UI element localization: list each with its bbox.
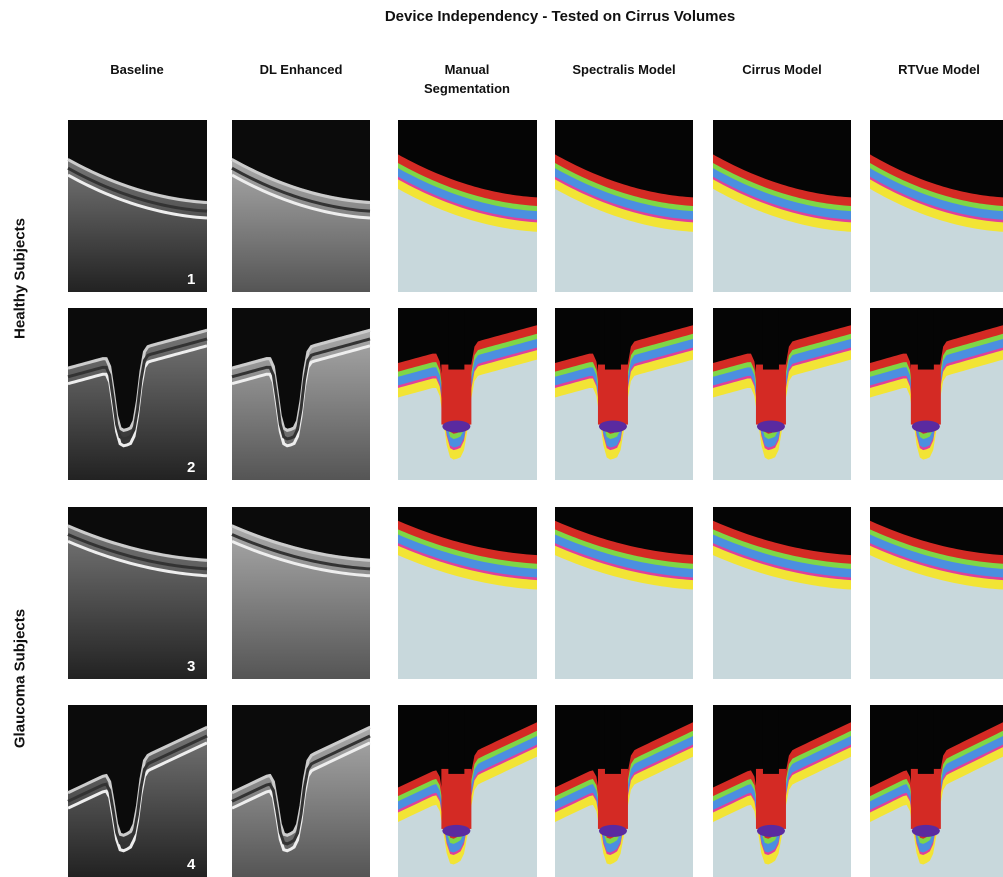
oct-panel [555, 308, 693, 480]
panel-number: 1 [187, 271, 195, 288]
cup-region [441, 769, 471, 829]
oct-panel [398, 120, 537, 292]
cup-hole [605, 705, 621, 774]
cup-region [756, 365, 786, 425]
column-header: Cirrus Model [730, 60, 834, 79]
oct-panel [713, 705, 851, 877]
cup-region [441, 365, 471, 425]
lamina [757, 825, 785, 837]
lamina [442, 421, 470, 433]
oct-panel [398, 308, 537, 480]
cup-region [911, 365, 941, 425]
lamina [757, 421, 785, 433]
oct-panel [398, 507, 537, 679]
oct-panel [870, 705, 1003, 877]
oct-panel: 4 [68, 705, 207, 877]
cup-hole [763, 705, 779, 774]
oct-panel: 2 [68, 308, 207, 480]
oct-panel [713, 308, 851, 480]
column-header: Spectralis Model [572, 60, 676, 79]
oct-panel [713, 507, 851, 679]
oct-panel [555, 507, 693, 679]
oct-panel [870, 507, 1003, 679]
cup-region [598, 365, 628, 425]
lamina [599, 421, 627, 433]
cup-region [911, 769, 941, 829]
oct-panel [555, 120, 693, 292]
column-header: Manual Segmentation [415, 60, 519, 98]
figure-title: Device Independency - Tested on Cirrus V… [310, 8, 810, 25]
oct-panel [232, 705, 370, 877]
row-group-label: Glaucoma Subjects [12, 579, 29, 779]
cup-hole [448, 308, 464, 370]
lamina [912, 421, 940, 433]
oct-panel [870, 120, 1003, 292]
panel-number: 2 [187, 459, 195, 476]
cup-hole [605, 308, 621, 370]
column-header: Baseline [85, 60, 189, 79]
oct-panel: 1 [68, 120, 207, 292]
oct-panel [232, 120, 370, 292]
cup-hole [918, 308, 934, 370]
cup-region [756, 769, 786, 829]
lamina [599, 825, 627, 837]
column-header: RTVue Model [887, 60, 991, 79]
panel-number: 3 [187, 658, 195, 675]
oct-panel [555, 705, 693, 877]
oct-panel: 3 [68, 507, 207, 679]
cup-region [598, 769, 628, 829]
oct-panel [398, 705, 537, 877]
column-header: DL Enhanced [249, 60, 353, 79]
panel-number: 4 [187, 856, 196, 873]
cup-hole [763, 308, 779, 370]
panels: 1 2 3 4 [0, 0, 1003, 877]
cup-hole [448, 705, 464, 774]
lamina [442, 825, 470, 837]
row-group-label: Healthy Subjects [12, 179, 29, 379]
figure: 1 2 3 4 Device Independency - Tested on Cir… [0, 0, 1003, 877]
oct-panel [713, 120, 851, 292]
cup-hole [918, 705, 934, 774]
oct-panel [232, 507, 370, 679]
oct-panel [870, 308, 1003, 480]
lamina [912, 825, 940, 837]
oct-panel [232, 308, 370, 480]
